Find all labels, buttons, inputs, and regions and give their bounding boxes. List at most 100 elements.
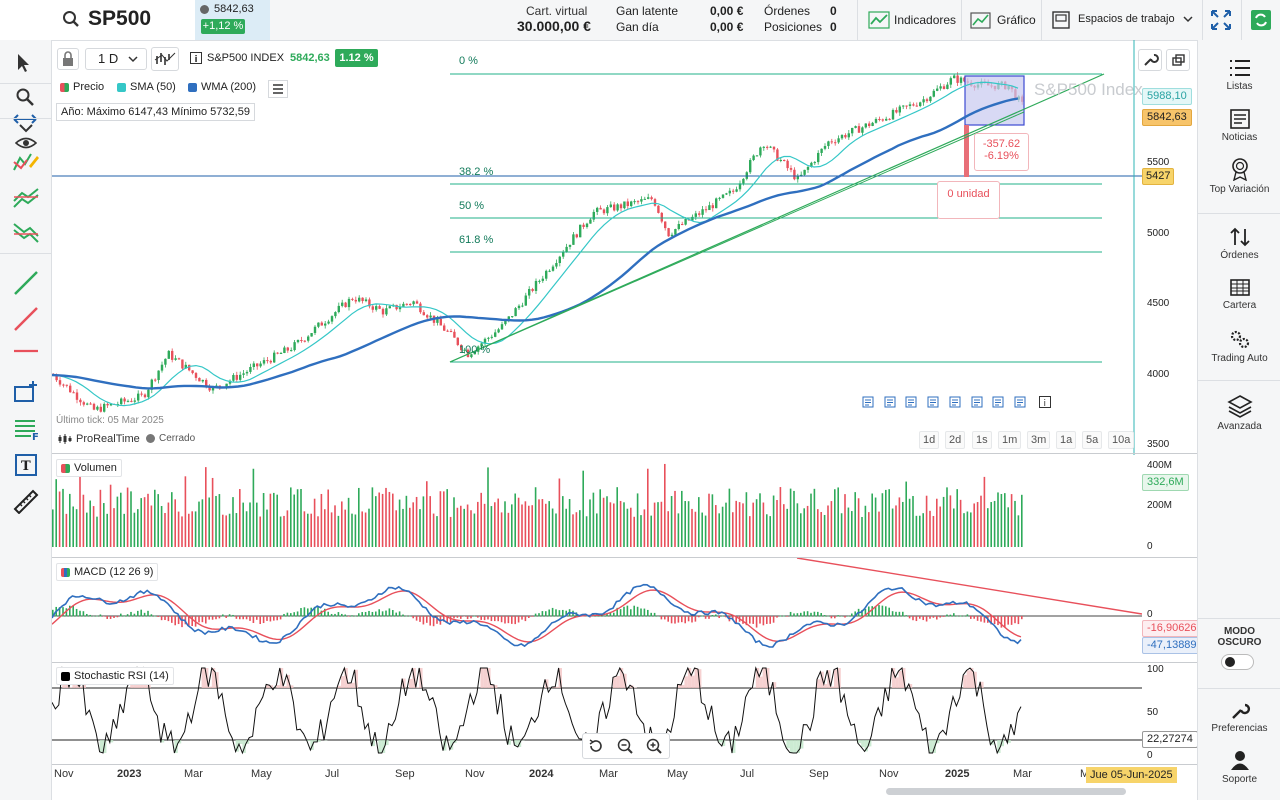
info-icon[interactable]: i [1039,396,1051,408]
period-10y[interactable]: 10a [1108,431,1135,449]
period-1y[interactable]: 1a [1056,431,1077,449]
event-marker-icon[interactable] [1014,396,1026,408]
workspaces-dropdown[interactable]: Espacios de trabajo [1042,0,1202,40]
reset-zoom-icon[interactable] [587,737,605,755]
x-axis-label: M [1080,768,1090,780]
pane-divider[interactable] [52,557,1197,558]
event-marker-icon[interactable] [927,396,939,408]
zoom-controls [582,733,670,759]
price-candle [494,332,497,337]
preferences-button[interactable]: Preferencias [1198,700,1280,734]
period-1d[interactable]: 1d [919,431,940,449]
zoom-in-icon[interactable] [645,737,663,755]
orders-panel-button[interactable]: Órdenes [1198,227,1280,261]
legend-menu-icon[interactable] [268,80,288,98]
macd-histogram-bar [313,606,316,617]
chevron-down-icon[interactable] [19,124,33,133]
symbol-search[interactable]: SP500 [0,0,195,40]
volume-bar [667,511,669,547]
volume-bar [813,488,816,547]
period-2d[interactable]: 2d [945,431,966,449]
volume-bar [660,501,663,547]
trendline-green-icon[interactable] [13,270,39,296]
price-candle [837,138,840,143]
macd-histogram-bar [959,615,962,617]
fibonacci-tool-icon[interactable]: F [13,417,41,441]
volume-chart[interactable] [52,454,1142,557]
period-3m[interactable]: 3m [1027,431,1051,449]
lists-button[interactable]: Listas [1198,58,1280,92]
event-marker-icon[interactable] [949,396,961,408]
volume-bar [936,498,938,547]
price-candle [154,379,157,381]
top-movers-button[interactable]: Top Variación [1198,157,1280,195]
lock-button[interactable] [57,48,79,70]
period-1m[interactable]: 1m [998,431,1022,449]
price-candle [354,299,357,302]
advanced-button[interactable]: Avanzada [1198,394,1280,432]
price-chart[interactable] [52,40,1142,455]
macd-chart[interactable] [52,558,1142,662]
stoch-label[interactable]: Stochastic RSI (14) [56,667,174,685]
auto-trading-button[interactable]: Trading Auto [1198,328,1280,364]
horizontal-line-icon[interactable] [13,346,39,356]
toggle-knob [1225,657,1235,667]
chart-settings-button[interactable] [1138,49,1162,71]
volume-bar [844,494,846,547]
volume-bar [171,492,173,547]
timeframe-select[interactable]: 1 D [85,48,147,70]
ruler-icon[interactable] [12,488,40,514]
stochastic-rsi-chart[interactable] [52,663,1142,764]
text-tool-icon[interactable]: T [15,454,37,476]
pan-horizontal-icon[interactable] [13,112,37,126]
volume-bar [266,509,268,547]
price-candle [619,204,623,209]
trend-channel-down-icon[interactable] [12,220,40,244]
period-5y[interactable]: 5a [1082,431,1103,449]
period-1w[interactable]: 1s [972,431,992,449]
volume-bar [616,487,618,547]
sync-icon[interactable] [1249,8,1273,32]
macd-histogram-bar [103,616,105,617]
legend-wma[interactable]: WMA (200) [188,81,256,93]
event-marker-icon[interactable] [971,396,983,408]
pointer-icon[interactable] [16,53,32,73]
portfolio-button[interactable]: Cartera [1198,277,1280,311]
dark-mode-toggle[interactable] [1221,654,1254,670]
zoom-icon[interactable] [15,87,35,107]
horizontal-scrollbar[interactable] [886,788,1126,795]
volume-bar [857,498,860,547]
event-marker-icon[interactable] [905,396,917,408]
fullscreen-icon[interactable] [1210,9,1232,31]
event-marker-icon[interactable] [992,396,1004,408]
legend-sma[interactable]: SMA (50) [117,81,176,93]
price-candle [599,207,602,210]
volume-bar [783,504,785,547]
volume-label[interactable]: Volumen [56,459,122,477]
legend-price[interactable]: Precio [60,81,104,93]
macd-label[interactable]: MACD (12 26 9) [56,563,159,581]
macd-histogram-bar [72,605,74,617]
trendline-red-icon[interactable] [13,306,39,332]
info-icon[interactable]: i [190,52,202,64]
chart-menu-button[interactable]: Gráfico [962,0,1041,40]
price-candle [511,316,514,318]
pane-divider[interactable] [52,662,1197,663]
event-marker-icon[interactable] [884,396,896,408]
news-button[interactable]: Noticias [1198,109,1280,143]
support-button[interactable]: Soporte [1198,749,1280,785]
stoch-oversold-fill [718,740,722,743]
visibility-eye-icon[interactable] [15,136,37,150]
price-candle [531,288,534,291]
indicators-button[interactable]: Indicadores [858,0,961,40]
rectangle-tool-icon[interactable] [13,380,39,404]
trend-channel-up-icon[interactable] [12,185,40,209]
zoom-out-icon[interactable] [616,737,634,755]
event-markers[interactable]: i [862,395,1062,411]
freehand-pencil-icon[interactable] [12,148,40,174]
pane-divider[interactable] [52,453,1197,454]
chart-type-button[interactable] [151,47,179,71]
stoch-overbought-fill [970,668,974,688]
detach-chart-button[interactable] [1166,49,1190,71]
event-marker-icon[interactable] [862,396,874,408]
